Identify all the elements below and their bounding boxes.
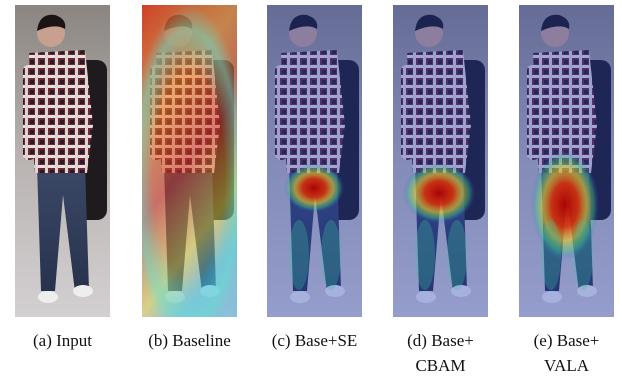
caption-line: (e) Base+	[504, 328, 622, 353]
heatmap-leg	[447, 220, 467, 290]
heatmap-edge	[142, 5, 237, 317]
heatmap	[393, 5, 488, 317]
figure: (() => { const data = JSON.parse(documen…	[0, 0, 622, 376]
caption-line: (d) Base+	[378, 328, 504, 353]
panel-image	[142, 5, 237, 317]
caption-line: VALA	[504, 353, 622, 378]
panel-image	[393, 5, 488, 317]
panel-image	[267, 5, 362, 317]
caption: (c) Base+SE	[252, 328, 378, 353]
caption-line: (b) Baseline	[127, 328, 253, 353]
panel-image	[519, 5, 614, 317]
heatmap-leg	[573, 220, 593, 290]
heatmap-leg	[289, 220, 309, 290]
caption: (e) Base+VALA	[504, 328, 622, 378]
caption: (a) Input	[0, 328, 126, 353]
heatmap-leg	[415, 220, 435, 290]
shirt	[29, 50, 93, 173]
heatmap-leg	[541, 220, 561, 290]
panel-image	[15, 5, 110, 317]
arm	[23, 65, 35, 160]
caption-line: (c) Base+SE	[252, 328, 378, 353]
shoe	[38, 291, 58, 303]
caption: (b) Baseline	[127, 328, 253, 353]
shoe	[73, 285, 93, 297]
heatmap-spot	[284, 164, 344, 212]
caption-line: (a) Input	[0, 328, 126, 353]
page: Figure {"figure": {"panels": [ {"caption…	[0, 0, 622, 376]
heatmap-leg	[321, 220, 341, 290]
caption: (d) Base+CBAM	[378, 328, 504, 378]
heatmap	[267, 5, 362, 317]
heatmap-spot	[403, 163, 475, 223]
caption-line: CBAM	[378, 353, 504, 378]
